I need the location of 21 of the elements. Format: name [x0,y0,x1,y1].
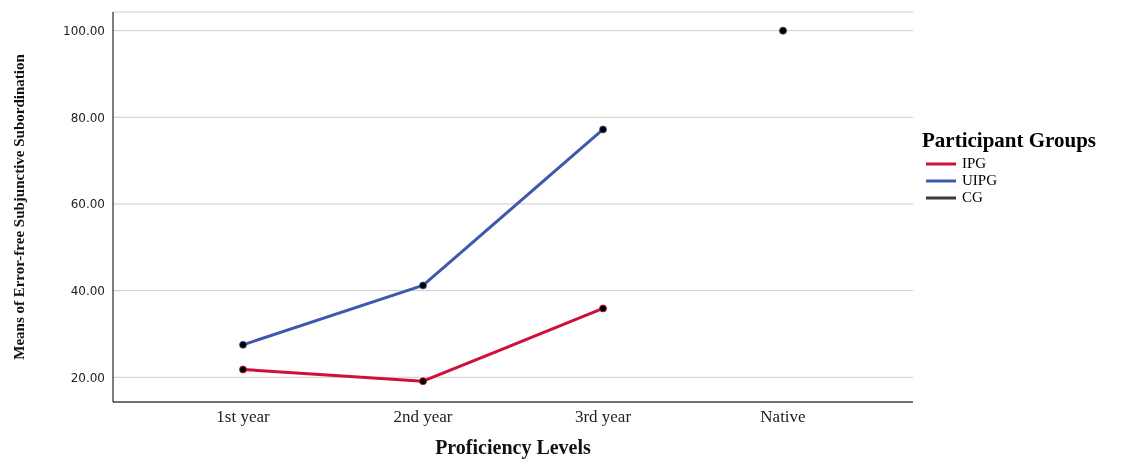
legend-label: UIPG [962,172,998,189]
x-tick-label: 1st year [216,407,271,427]
legend-label: CG [962,189,983,206]
y-tick-label: 60.00 [70,197,105,212]
point [419,377,427,386]
point [239,365,247,374]
y-tick-label: 40.00 [70,283,105,298]
y-tick-label: 100.00 [63,23,105,38]
point [419,281,427,290]
x-tick-label: 3rd year [574,407,632,427]
y-tick-label: 80.00 [70,110,105,125]
x-tick-label: 2nd year [393,407,453,427]
legend-title: Participant Groups [922,128,1097,153]
y-axis-title: Means of Error-free Subjunctive Subordination [11,53,27,360]
y-tick-label: 20.00 [70,370,105,385]
point [239,340,247,349]
x-tick-label: Native [760,407,806,427]
legend-label: IPG [962,155,987,172]
x-axis-title: Proficiency Levels [435,436,592,459]
point [599,304,607,313]
point [599,125,607,134]
